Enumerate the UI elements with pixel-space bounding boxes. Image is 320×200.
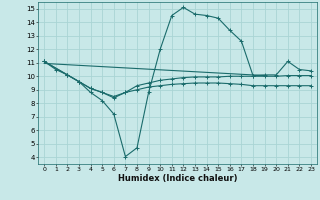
X-axis label: Humidex (Indice chaleur): Humidex (Indice chaleur): [118, 174, 237, 183]
